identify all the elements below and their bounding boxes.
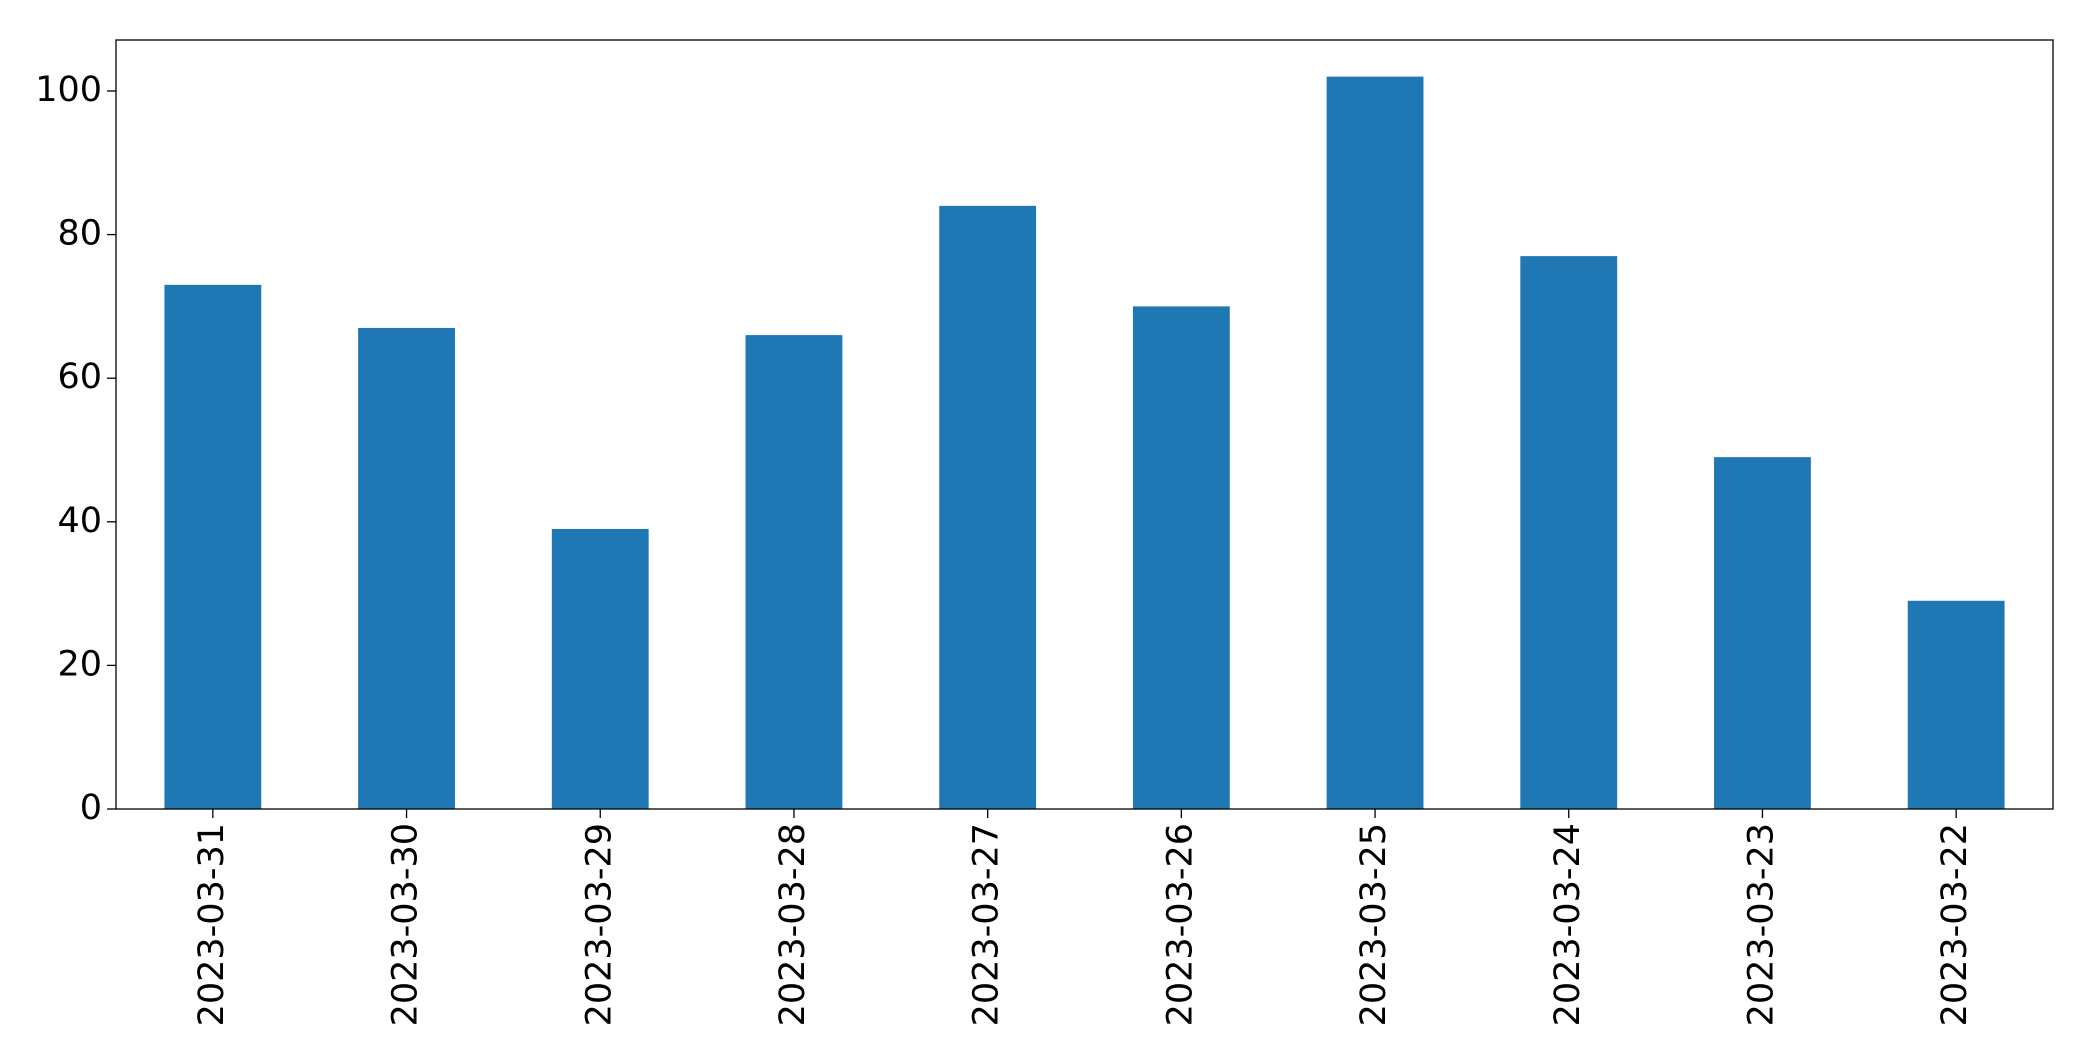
x-tick-label: 2023-03-31 [192, 823, 232, 1026]
x-tick-label: 2023-03-22 [1935, 823, 1975, 1026]
bar [358, 327, 455, 809]
y-tick-label: 60 [57, 357, 102, 397]
x-tick-label: 2023-03-30 [386, 823, 426, 1026]
bar [939, 205, 1037, 810]
x-tick-label: 2023-03-27 [967, 823, 1007, 1026]
y-tick-label: 40 [57, 501, 102, 541]
x-tick-label: 2023-03-29 [579, 823, 619, 1026]
y-tick-label: 0 [80, 788, 102, 828]
x-tick-label: 2023-03-23 [1741, 823, 1781, 1026]
y-tick-label: 100 [35, 70, 102, 110]
bar [1520, 256, 1618, 810]
x-tick-label: 2023-03-28 [773, 823, 813, 1026]
bar [1132, 306, 1230, 809]
bar [164, 284, 262, 810]
bar [745, 335, 843, 809]
y-tick-label: 20 [57, 644, 102, 684]
x-tick-label: 2023-03-24 [1548, 823, 1588, 1026]
bar [1907, 600, 2005, 809]
y-tick-label: 80 [57, 214, 102, 254]
bar [551, 528, 649, 809]
bar [1714, 457, 1811, 809]
x-tick-label: 2023-03-25 [1354, 823, 1394, 1026]
plot-frame [115, 39, 2054, 810]
x-tick-label: 2023-03-26 [1160, 823, 1200, 1026]
bar [1326, 76, 1424, 810]
